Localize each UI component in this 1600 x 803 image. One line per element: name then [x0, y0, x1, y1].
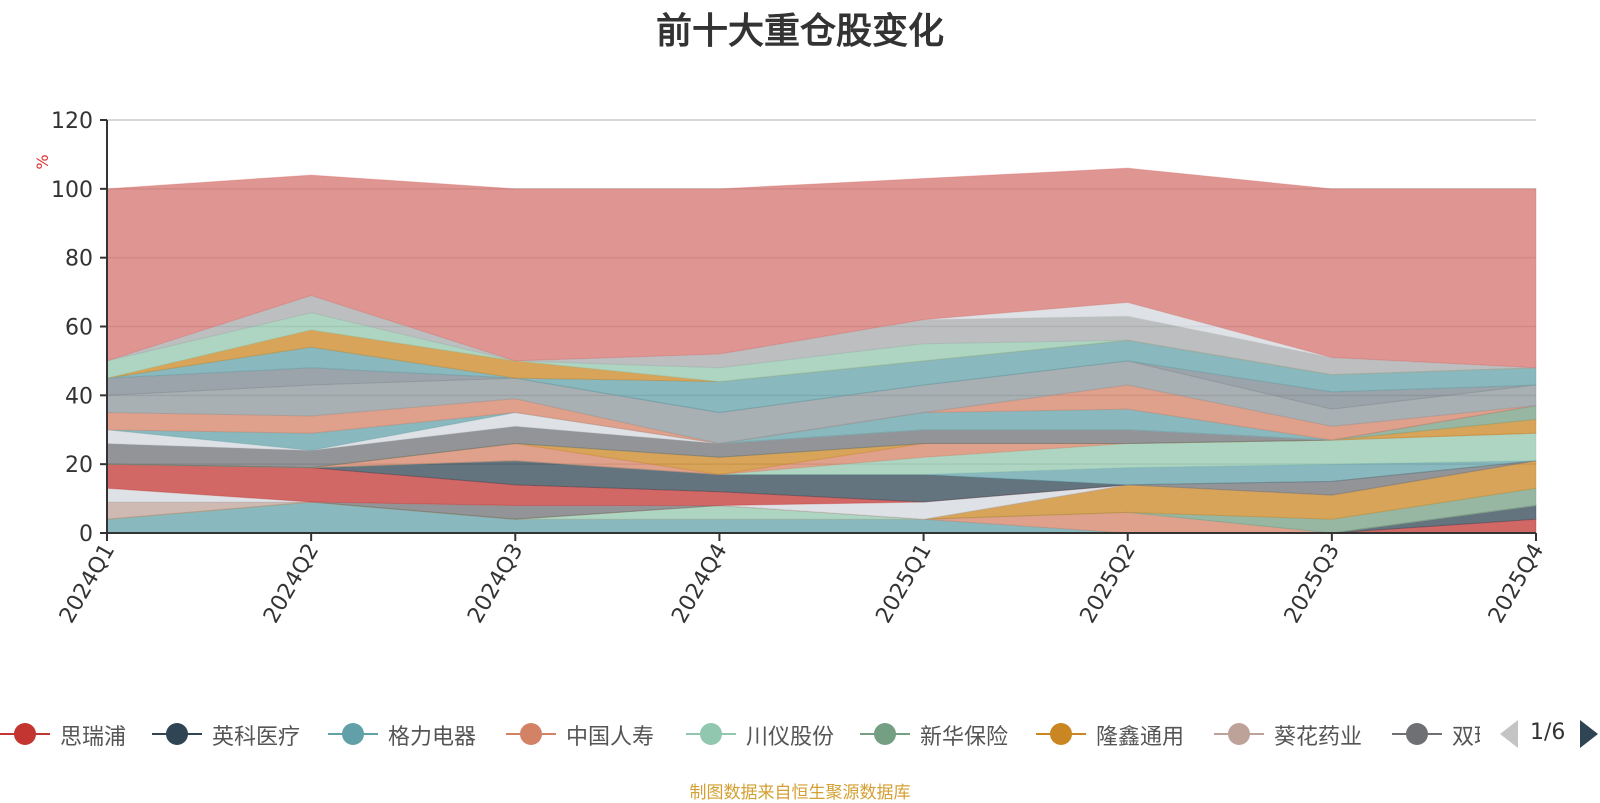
x-tick-label: 2025Q2	[1076, 540, 1141, 628]
y-axis-unit: %	[33, 154, 52, 169]
x-tick-label: 2024Q4	[667, 540, 732, 628]
legend-label: 葵花药业	[1274, 725, 1363, 750]
legend-page-indicator: 1/6	[1530, 720, 1566, 745]
area-series-10[interactable]	[106, 460, 1537, 520]
chart-title: 前十大重仓股变化	[655, 11, 944, 52]
legend-dot-icon	[520, 723, 542, 745]
legend-next-page-icon[interactable]	[1580, 720, 1598, 748]
legend-dot-icon	[14, 723, 36, 745]
area-series-15[interactable]	[106, 432, 1537, 475]
legend-label: 新华保险	[920, 725, 1009, 750]
area-series-24[interactable]	[106, 339, 1537, 414]
area-series-21[interactable]	[106, 384, 1537, 445]
legend-label: 思瑞浦	[60, 725, 127, 750]
legend-dot-icon	[700, 723, 722, 745]
x-tick-label: 2024Q3	[463, 540, 528, 628]
legend: 思瑞浦 英科医疗 格力电器 中国人寿 川仪股份 新华保险 隆鑫通用 葵花药业 双环传动	[0, 712, 1480, 756]
area-series-14[interactable]	[106, 432, 1537, 475]
legend-dot-icon	[1050, 723, 1072, 745]
area-series-22[interactable]	[106, 360, 1537, 445]
legend-label: 隆鑫通用	[1096, 725, 1185, 750]
legend-label: 格力电器	[388, 725, 477, 750]
legend-dot-icon	[1406, 723, 1428, 745]
area-series-19[interactable]	[106, 405, 1537, 451]
area-series-29[interactable]	[106, 167, 1537, 369]
legend-dot-icon	[166, 723, 188, 745]
x-tick-label: 2025Q1	[871, 540, 936, 628]
y-tick-label: 40	[65, 384, 93, 409]
legend-dot-icon	[1228, 723, 1250, 745]
y-tick-label: 100	[51, 178, 93, 203]
legend-label: 川仪股份	[746, 725, 835, 750]
x-tick-label: 2025Q4	[1484, 540, 1549, 628]
x-tick-label: 2025Q3	[1280, 540, 1345, 628]
legend-label: 中国人寿	[566, 725, 655, 750]
y-tick-label: 80	[65, 247, 93, 272]
legend-prev-page-icon[interactable]	[1500, 720, 1518, 748]
stacked-area-chart: 0 20 40 60 80 100 120% 2024Q1 2024Q2 2024Q3 2024Q4…	[33, 109, 1549, 628]
legend-dot-icon	[874, 723, 896, 745]
legend-label: 双环传动	[1452, 725, 1480, 750]
legend-pager: 1/6	[1498, 714, 1600, 754]
area-layer	[106, 167, 1537, 534]
x-tick-label: 2024Q2	[259, 540, 324, 628]
area-series-23[interactable]	[106, 360, 1537, 414]
y-tick-label: 120	[51, 109, 93, 134]
x-tick-label: 2024Q1	[55, 540, 120, 628]
y-tick-label: 60	[65, 316, 93, 341]
source-note: 制图数据来自恒生聚源数据库	[689, 783, 911, 803]
y-tick-label: 0	[79, 522, 93, 547]
area-series-11[interactable]	[106, 460, 1537, 506]
legend-dot-icon	[342, 723, 364, 745]
legend-label: 英科医疗	[212, 725, 301, 750]
y-tick-label: 20	[65, 453, 93, 478]
